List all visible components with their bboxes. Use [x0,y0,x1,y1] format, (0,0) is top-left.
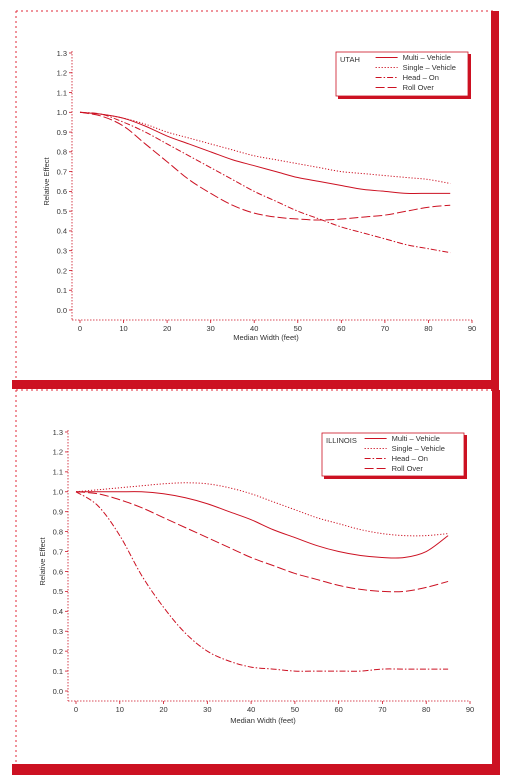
illinois-bottom-bar [12,764,500,775]
illinois-legend-title: ILLINOIS [326,436,357,445]
utah-y-tick-label: 0.4 [57,227,67,236]
illinois-y-tick-label: 0.2 [53,647,63,656]
utah-y-tick-label: 1.3 [57,49,67,58]
illinois-panel-frame [12,389,500,775]
utah-x-tick-label: 30 [206,324,214,333]
illinois-x-tick-label: 20 [159,705,167,714]
illinois-y-tick-label: 0.0 [53,687,63,696]
illinois-y-tick-label: 0.7 [53,547,63,556]
illinois-legend-entry: Head – On [392,454,428,463]
utah-y-tick-label: 1.1 [57,88,67,97]
utah-legend-shadow-right [468,54,471,99]
utah-y-tick-label: 0.3 [57,246,67,255]
illinois-chart: 0.0 0.1 0.2 0.3 0.4 0.5 0.6 0.7 0.8 0.9 1.0 1.1 1.2 1… [38,428,474,725]
utah-x-tick-label: 10 [119,324,127,333]
utah-y-tick-label: 0.1 [57,286,67,295]
utah-y-tick-label: 1.2 [57,69,67,78]
utah-legend-entry: Roll Over [403,83,435,92]
illinois-x-tick-label: 10 [116,705,124,714]
utah-y-tick-label: 1.0 [57,108,67,117]
utah-x-tick-label: 70 [381,324,389,333]
utah-legend-shadow-bottom [338,96,470,99]
utah-y-tick-label: 0.6 [57,187,67,196]
utah-legend-entry: Multi – Vehicle [403,53,451,62]
utah-x-axis-label: Median Width (feet) [233,333,299,342]
utah-x-axis: 0 10 20 30 40 50 60 70 80 90 [72,319,476,333]
illinois-series-roll-over [75,491,449,593]
illinois-y-tick-label: 1.2 [53,448,63,457]
illinois-x-axis-label: Median Width (feet) [230,716,296,725]
utah-x-tick-label: 60 [337,324,345,333]
illinois-y-tick-label: 0.6 [53,567,63,576]
illinois-series-lines [75,482,449,672]
illinois-right-bar [492,390,500,775]
utah-x-tick-label: 20 [163,324,171,333]
utah-bottom-bar [12,380,499,389]
illinois-x-tick-label: 90 [466,705,474,714]
illinois-legend-entry: Single – Vehicle [392,444,445,453]
illinois-y-axis: 0.0 0.1 0.2 0.3 0.4 0.5 0.6 0.7 0.8 0.9 1.0 1.1 1.2 1… [53,428,69,701]
illinois-x-tick-label: 70 [378,705,386,714]
illinois-y-tick-label: 0.1 [53,667,63,676]
utah-x-tick-label: 0 [78,324,82,333]
utah-y-axis: 0.0 0.1 0.2 0.3 0.4 0.5 0.6 0.7 0.8 0.9 1.0 1.1 1.2 1… [57,49,73,320]
illinois-x-tick-label: 40 [247,705,255,714]
utah-y-tick-label: 0.7 [57,167,67,176]
utah-right-bar [491,11,499,391]
illinois-x-tick-label: 60 [334,705,342,714]
illinois-x-tick-label: 0 [74,705,78,714]
illinois-y-tick-label: 0.4 [53,607,63,616]
utah-chart: 0.0 0.1 0.2 0.3 0.4 0.5 0.6 0.7 0.8 0.9 1.0 1.1 1.2 1… [42,49,476,342]
utah-legend-entry: Single – Vehicle [403,63,456,72]
illinois-x-tick-label: 80 [422,705,430,714]
illinois-y-tick-label: 1.3 [53,428,63,437]
utah-y-tick-label: 0.5 [57,207,67,216]
illinois-legend-shadow-bottom [324,476,466,479]
illinois-x-axis: 0 10 20 30 40 50 60 70 80 90 [68,700,474,714]
utah-x-tick-label: 50 [294,324,302,333]
utah-panel-frame [12,10,499,391]
utah-x-tick-label: 90 [468,324,476,333]
illinois-series-head-on [75,491,449,672]
utah-series-head-on [79,111,451,254]
illinois-y-tick-label: 0.3 [53,627,63,636]
utah-legend-title: UTAH [340,55,360,64]
illinois-series-multi-vehicle [75,491,449,559]
illinois-y-tick-label: 0.8 [53,527,63,536]
illinois-y-axis-label: Relative Effect [38,536,47,585]
illinois-x-tick-label: 30 [203,705,211,714]
utah-legend-entry: Head – On [403,73,439,82]
illinois-y-tick-label: 1.1 [53,468,63,477]
illinois-legend-shadow-right [464,435,467,479]
utah-series-single-vehicle [79,111,451,184]
utah-series-multi-vehicle [79,111,451,195]
illinois-legend-entry: Multi – Vehicle [392,434,440,443]
utah-series-lines [79,111,451,254]
utah-x-tick-label: 80 [424,324,432,333]
illinois-y-tick-label: 1.0 [53,488,63,497]
utah-series-roll-over [79,111,451,221]
illinois-y-tick-label: 0.5 [53,587,63,596]
utah-y-tick-label: 0.8 [57,148,67,157]
illinois-y-tick-label: 0.9 [53,507,63,516]
utah-y-tick-label: 0.9 [57,128,67,137]
illinois-series-single-vehicle [75,482,449,537]
illinois-legend-entry: Roll Over [392,464,424,473]
utah-x-tick-label: 40 [250,324,258,333]
utah-y-axis-label: Relative Effect [42,156,51,205]
illinois-x-tick-label: 50 [291,705,299,714]
utah-y-tick-label: 0.2 [57,266,67,275]
utah-y-tick-label: 0.0 [57,306,67,315]
